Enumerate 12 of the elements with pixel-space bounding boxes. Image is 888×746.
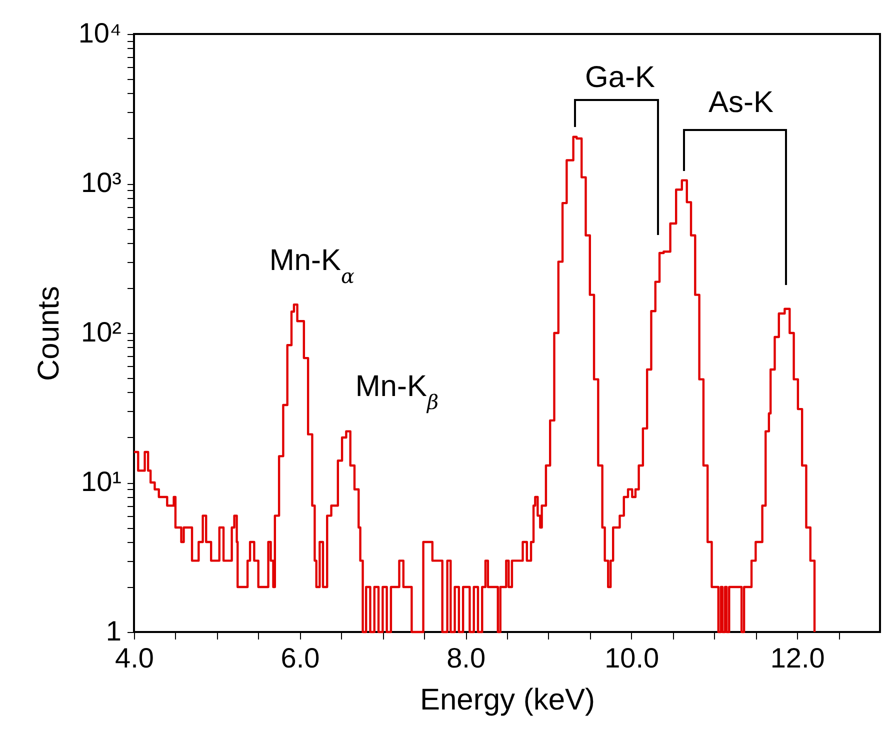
y-axis-title: Counts [32, 286, 66, 382]
annotation: Ga-K [584, 61, 656, 94]
x-tick-label: 12.0 [770, 642, 825, 674]
annotation: As-K [708, 86, 774, 119]
x-tick-label: 6.0 [280, 642, 320, 674]
x-tick-label: 8.0 [446, 642, 486, 674]
x-tick-label: 10.0 [604, 642, 660, 674]
y-tick-label: 10² [81, 316, 122, 348]
y-tick-label: 10¹ [81, 466, 122, 497]
y-tick-label: 10⁴ [78, 18, 122, 48]
x-axis-title: Energy (keV) [420, 684, 596, 716]
y-tick-label: 10³ [81, 167, 122, 198]
